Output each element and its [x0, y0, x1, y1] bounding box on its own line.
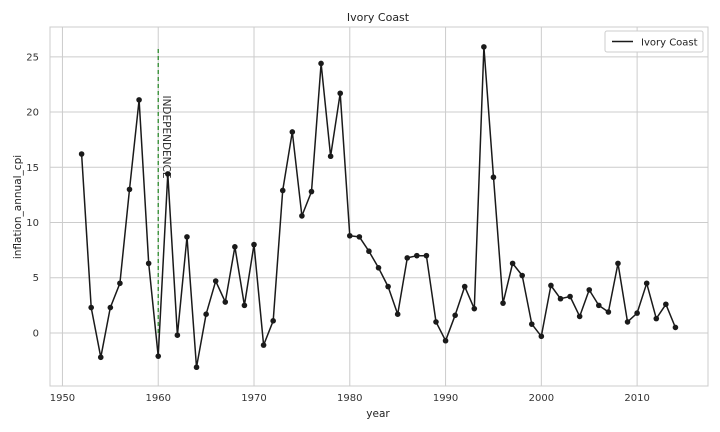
legend: Ivory Coast	[604, 30, 704, 53]
data-point	[241, 302, 248, 309]
data-point	[337, 90, 344, 97]
data-point	[461, 283, 468, 290]
data-point	[260, 342, 267, 348]
data-point	[567, 293, 573, 300]
data-point	[490, 174, 497, 181]
data-point	[519, 272, 525, 279]
grid	[50, 27, 708, 386]
x-axis-label: year	[366, 408, 390, 420]
data-point	[605, 309, 612, 315]
data-point	[538, 333, 545, 340]
data-point	[548, 282, 554, 289]
data-point	[308, 188, 315, 195]
data-point	[165, 171, 171, 177]
legend-box	[604, 30, 704, 53]
chart-title: Ivory Coast	[347, 11, 410, 24]
data-point	[672, 324, 679, 331]
data-point	[126, 186, 133, 193]
data-point	[97, 354, 104, 361]
x-tick-label: 1970	[241, 393, 266, 404]
x-tick-label: 2000	[529, 393, 554, 404]
data-point	[193, 364, 200, 371]
x-tick-label: 1980	[337, 393, 362, 404]
y-tick-label: 10	[26, 218, 39, 229]
data-point	[299, 213, 305, 219]
data-point	[385, 283, 391, 290]
legend-label-ivory-coast: Ivory Coast	[641, 38, 698, 49]
data-point	[232, 244, 238, 250]
data-point	[471, 305, 478, 312]
y-tick-label: 5	[33, 273, 39, 284]
y-axis-label: inflation_annual_cpi	[12, 155, 24, 259]
data-point	[184, 234, 190, 240]
data-point	[509, 260, 516, 267]
independence-annotation-label: INDEPENDENCE	[160, 95, 172, 178]
data-point	[452, 312, 458, 319]
data-point	[318, 60, 324, 67]
data-point	[663, 301, 669, 308]
data-point	[596, 302, 602, 309]
x-tick-label: 1990	[433, 393, 458, 404]
axis-ticks: 1950 1960 1970 1980 1990 2000 2010 0 5 10 15 20 25	[26, 52, 650, 404]
data-point	[576, 313, 583, 320]
data-point	[528, 321, 535, 327]
data-point	[366, 248, 372, 255]
y-tick-label: 0	[33, 328, 39, 339]
annotation: INDEPENDENCE	[157, 46, 172, 333]
data-point	[404, 255, 411, 261]
y-tick-label: 20	[26, 108, 39, 119]
data-point	[145, 260, 152, 267]
data-point	[442, 337, 449, 344]
data-point	[279, 187, 286, 194]
series-ivory-coast	[78, 44, 679, 371]
data-point	[414, 252, 420, 259]
data-point	[500, 300, 506, 306]
data-point	[423, 252, 430, 259]
data-point	[394, 311, 401, 318]
data-point	[136, 97, 142, 103]
data-point	[375, 265, 382, 271]
data-point	[433, 319, 439, 325]
data-point	[174, 332, 181, 338]
data-point	[117, 280, 123, 287]
data-point	[615, 260, 621, 267]
data-point	[346, 232, 353, 239]
plot-area-frame	[49, 26, 709, 387]
x-tick-label: 1960	[146, 393, 171, 404]
data-point	[356, 234, 363, 240]
data-point	[270, 318, 276, 324]
data-point	[155, 353, 162, 359]
data-point	[643, 280, 650, 287]
data-point	[251, 241, 257, 248]
y-tick-label: 15	[26, 163, 39, 174]
data-point	[624, 319, 631, 325]
data-point	[653, 315, 660, 322]
x-tick-label: 2010	[624, 393, 649, 404]
data-point	[78, 151, 85, 157]
data-point	[88, 304, 94, 311]
data-point	[481, 44, 487, 50]
data-point	[203, 311, 209, 318]
data-point	[289, 129, 296, 135]
data-point	[212, 278, 219, 284]
x-tick-label: 1950	[50, 393, 75, 404]
data-point	[107, 304, 114, 311]
data-point	[634, 310, 640, 316]
y-tick-label: 25	[26, 52, 39, 63]
data-point	[586, 287, 593, 293]
data-point	[222, 299, 229, 305]
data-point	[557, 295, 564, 302]
data-point	[327, 153, 334, 160]
